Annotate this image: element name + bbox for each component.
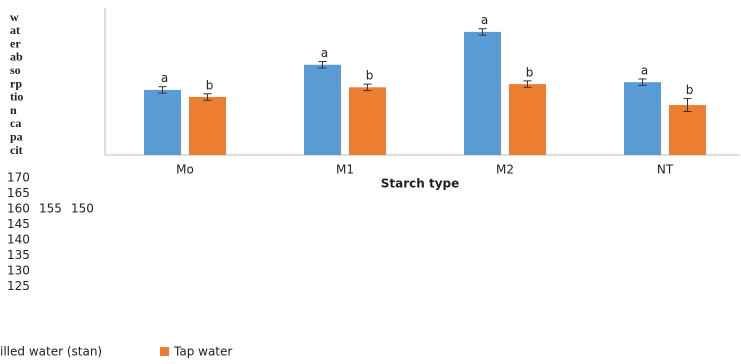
y-axis-title: tio xyxy=(10,90,23,104)
y-tick-label: 140 xyxy=(7,233,30,247)
bar-letter: a xyxy=(161,71,168,85)
y-axis-title: rp xyxy=(10,76,22,90)
bar-letter: a xyxy=(481,13,488,27)
y-tick-label: 150 xyxy=(71,202,94,216)
x-tick-label: M2 xyxy=(496,163,514,177)
x-tick-label: M1 xyxy=(336,163,354,177)
legend-label: illed water (stan) xyxy=(0,345,102,359)
y-axis-title: er xyxy=(10,36,21,50)
bar xyxy=(669,105,706,155)
bar xyxy=(144,89,181,155)
y-tick-label: 160 xyxy=(7,202,30,216)
x-axis-title: Starch type xyxy=(381,177,460,191)
bar-letter: b xyxy=(526,65,534,79)
y-axis-title: w xyxy=(10,10,19,24)
x-tick-label: Mo xyxy=(176,163,194,177)
y-axis-title: at xyxy=(10,23,20,37)
y-tick-label: 165 xyxy=(7,186,30,200)
y-axis-title: ab xyxy=(10,50,23,64)
bar-letter: a xyxy=(321,46,328,60)
y-axis-title: so xyxy=(10,63,21,77)
bar xyxy=(509,84,546,155)
y-axis-title: cit xyxy=(10,143,23,157)
bar-letter: b xyxy=(206,78,214,92)
legend-swatch xyxy=(160,347,169,356)
bar xyxy=(349,87,386,155)
bar-letter: a xyxy=(641,63,648,77)
y-axis-title: ca xyxy=(10,116,21,130)
y-tick-label: 155 xyxy=(39,202,62,216)
bar-letter: b xyxy=(686,83,694,97)
y-tick-label: 125 xyxy=(7,279,30,293)
bar xyxy=(304,64,341,155)
y-axis-title: pa xyxy=(10,129,23,143)
y-tick-label: 145 xyxy=(7,217,30,231)
bar xyxy=(464,31,501,156)
y-tick-label: 135 xyxy=(7,248,30,262)
x-tick-label: NT xyxy=(657,163,674,177)
y-axis-title: n xyxy=(10,103,17,117)
legend-label: Tap water xyxy=(173,345,232,359)
y-tick-label: 130 xyxy=(7,264,30,278)
bar xyxy=(624,82,661,155)
bar xyxy=(189,97,226,155)
bar-letter: b xyxy=(366,69,374,83)
y-tick-label: 170 xyxy=(7,171,30,185)
